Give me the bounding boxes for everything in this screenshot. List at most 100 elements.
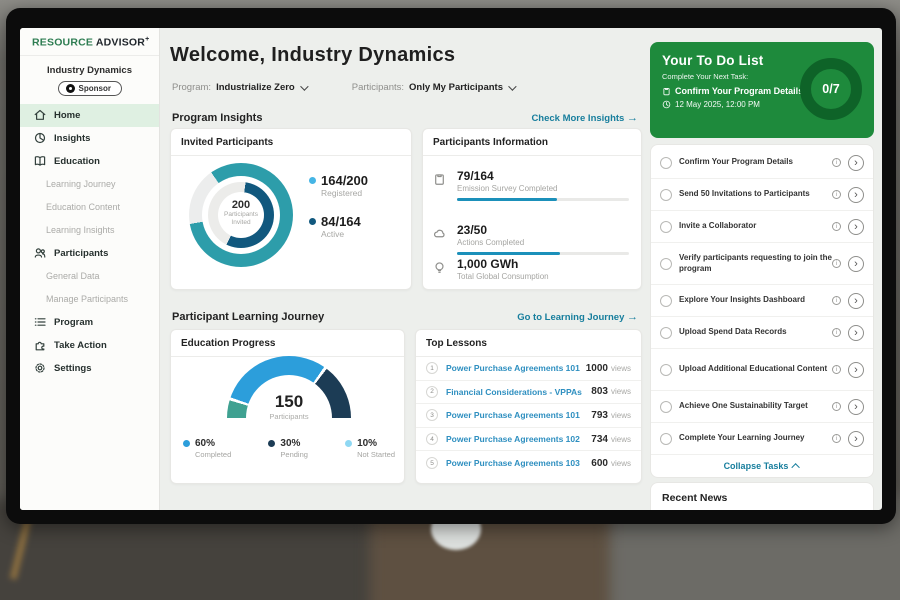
chevron-right-button[interactable]: ›	[848, 186, 864, 203]
sidebar-item-education-content[interactable]: Education Content	[20, 196, 159, 219]
progress-fill	[457, 198, 557, 201]
metric-label: Actions Completed	[457, 238, 525, 247]
chevron-right-button[interactable]: ›	[848, 255, 864, 272]
task-checkbox[interactable]	[660, 326, 672, 339]
task-checkbox[interactable]	[660, 188, 672, 201]
gauge-label: Participants	[269, 412, 309, 421]
lesson-row[interactable]: 5 Power Purchase Agreements 103 600 view…	[416, 451, 641, 475]
cloud-icon	[433, 229, 445, 238]
task-row[interactable]: Send 50 Invitations to Participants i ›	[651, 179, 873, 211]
check-more-insights-link[interactable]: Check More Insights →	[531, 112, 638, 124]
lesson-row[interactable]: 2 Financial Considerations - VPPAs 803 v…	[416, 381, 641, 405]
metric-value: 23/50	[457, 223, 488, 237]
lesson-views: 793	[591, 409, 608, 421]
recent-news-title: Recent News	[662, 492, 728, 504]
task-row[interactable]: Verify participants requesting to join t…	[651, 243, 873, 285]
task-checkbox[interactable]	[660, 294, 672, 307]
home-icon	[34, 109, 46, 120]
card-title: Top Lessons	[416, 330, 641, 357]
sidebar-item-settings[interactable]: Settings	[20, 357, 159, 380]
lesson-row[interactable]: 4 Power Purchase Agreements 102 734 view…	[416, 428, 641, 452]
task-checkbox[interactable]	[660, 257, 672, 270]
chevron-right-button[interactable]: ›	[848, 398, 864, 415]
chevron-right-button[interactable]: ›	[848, 218, 864, 235]
participants-value: Only My Participants	[409, 82, 503, 93]
link-label: Go to Learning Journey	[517, 312, 625, 323]
chevron-right-button[interactable]: ›	[848, 430, 864, 447]
sidebar-item-home[interactable]: Home	[20, 103, 159, 127]
link-label: Check More Insights	[531, 113, 625, 124]
chevron-down-icon	[508, 81, 517, 91]
todo-title: Your To Do List	[662, 53, 764, 68]
todo-next-task[interactable]: Confirm Your Program Details	[662, 86, 862, 96]
program-list-icon	[34, 318, 46, 326]
task-row[interactable]: Complete Your Learning Journey i ›	[651, 423, 873, 455]
program-dropdown[interactable]: Program: Industrialize Zero	[172, 81, 309, 93]
legend-value: 10%	[357, 438, 378, 449]
donut-center-text: 200 Participants Invited	[189, 199, 293, 228]
profile-name: Industry Dynamics	[47, 64, 132, 76]
education-progress-card: Education Progress 150 Participants 60% C…	[170, 329, 405, 484]
task-checkbox[interactable]	[660, 220, 672, 233]
sidebar-item-label: Settings	[54, 362, 92, 374]
sidebar-item-learning-insights[interactable]: Learning Insights	[20, 219, 159, 242]
metric-value: 79/164	[457, 169, 494, 183]
todo-tasks-card: Confirm Your Program Details i › Send 50…	[650, 144, 874, 478]
sidebar-item-take-action[interactable]: Take Action	[20, 334, 159, 357]
lesson-rank: 1	[426, 362, 438, 375]
todo-progress-ring: 0/7	[800, 58, 862, 120]
sponsor-label: Sponsor	[78, 83, 111, 93]
task-row[interactable]: Upload Spend Data Records i ›	[651, 317, 873, 349]
sidebar-item-learning-journey[interactable]: Learning Journey	[20, 173, 159, 196]
todo-hero-card: Your To Do List Complete Your Next Task:…	[650, 42, 874, 138]
task-row[interactable]: Explore Your Insights Dashboard i ›	[651, 285, 873, 317]
lesson-row[interactable]: 3 Power Purchase Agreements 101 793 view…	[416, 404, 641, 428]
legend-label: Active	[321, 229, 345, 239]
sidebar-item-insights[interactable]: Insights	[20, 127, 159, 150]
lesson-views-word: views	[610, 458, 631, 468]
participants-dropdown[interactable]: Participants: Only My Participants	[352, 81, 517, 93]
task-checkbox[interactable]	[660, 363, 672, 376]
sidebar-item-program[interactable]: Program	[20, 311, 159, 334]
lesson-title-link[interactable]: Power Purchase Agreements 102	[446, 434, 580, 445]
sidebar-item-general-data[interactable]: General Data	[20, 265, 159, 288]
info-icon: i	[832, 259, 841, 268]
chevron-right-button[interactable]: ›	[848, 324, 864, 341]
task-label: Complete Your Learning Journey	[679, 433, 805, 443]
lesson-title-link[interactable]: Financial Considerations - VPPAs	[446, 386, 582, 397]
task-row[interactable]: Confirm Your Program Details i ›	[651, 147, 873, 179]
legend-value: 60%	[195, 438, 216, 449]
participants-icon	[34, 248, 46, 258]
task-row[interactable]: Invite a Collaborator i ›	[651, 211, 873, 243]
app-logo: RESOURCE ADVISOR+	[20, 28, 159, 56]
task-row[interactable]: Upload Additional Educational Content i …	[651, 349, 873, 391]
top-lessons-card: Top Lessons 1 Power Purchase Agreements …	[415, 329, 642, 484]
go-to-learning-journey-link[interactable]: Go to Learning Journey →	[517, 311, 638, 323]
chevron-right-button[interactable]: ›	[848, 292, 864, 309]
arrow-right-icon: →	[627, 112, 638, 124]
task-row[interactable]: Achieve One Sustainability Target i ›	[651, 391, 873, 423]
collapse-tasks-link[interactable]: Collapse Tasks	[651, 455, 873, 477]
chevron-right-button[interactable]: ›	[848, 154, 864, 171]
take-action-icon	[35, 341, 45, 351]
legend-value: 84/164	[321, 214, 361, 229]
chevron-right-button[interactable]: ›	[848, 361, 864, 378]
sidebar-item-participants[interactable]: Participants	[20, 242, 159, 265]
sidebar-item-education[interactable]: Education	[20, 150, 159, 173]
task-checkbox[interactable]	[660, 432, 672, 445]
lesson-title-link[interactable]: Power Purchase Agreements 101	[446, 410, 580, 421]
metric-label: Emission Survey Completed	[457, 184, 558, 193]
lesson-row[interactable]: 1 Power Purchase Agreements 101 1000 vie…	[416, 357, 641, 381]
education-book-icon	[34, 156, 46, 166]
task-checkbox[interactable]	[660, 156, 672, 169]
sponsor-icon	[65, 83, 75, 93]
task-checkbox[interactable]	[660, 400, 672, 413]
lesson-title-link[interactable]: Power Purchase Agreements 103	[446, 458, 580, 469]
lesson-title-link[interactable]: Power Purchase Agreements 101	[446, 363, 580, 374]
task-label: Verify participants requesting to join t…	[679, 252, 832, 273]
sidebar-item-manage-participants[interactable]: Manage Participants	[20, 288, 159, 311]
sidebar-item-label: Program	[54, 316, 94, 328]
clipboard-icon	[435, 174, 444, 185]
insights-icon	[34, 132, 46, 144]
legend-active: 84/164 Active	[309, 214, 368, 239]
